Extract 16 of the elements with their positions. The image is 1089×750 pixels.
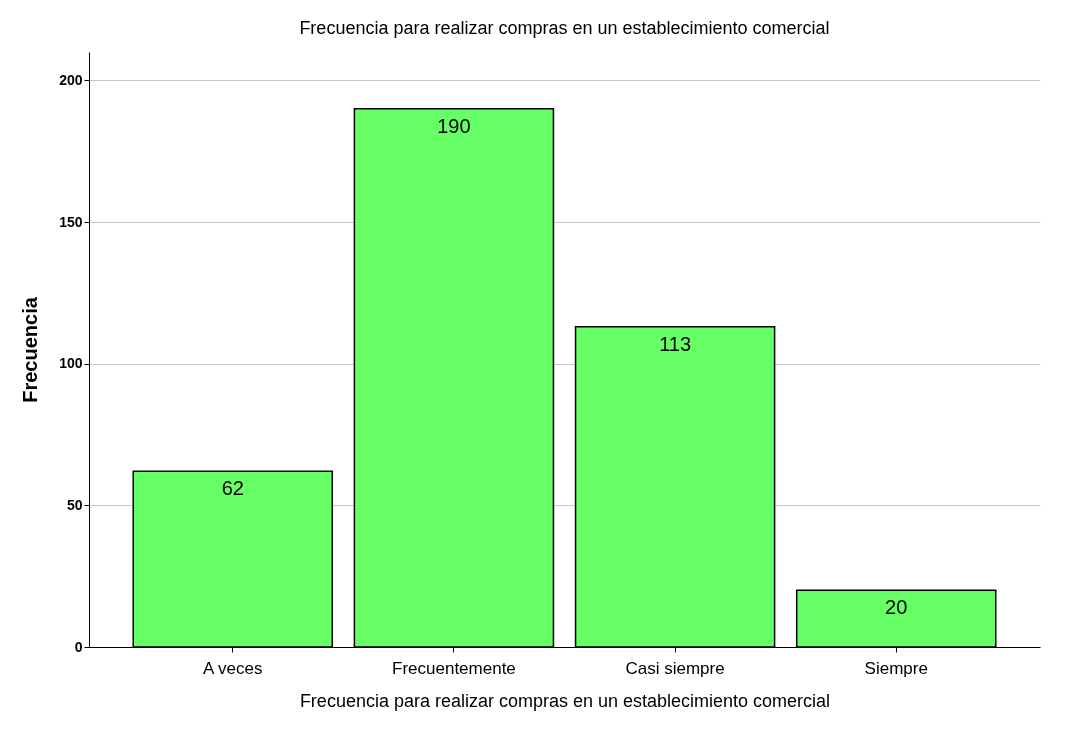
x-tick-label: A veces [202,658,263,678]
x-axis-title: Frecuencia para realizar compras en un establecimiento comercial [299,690,831,711]
y-tick-label: 0 [74,638,83,655]
data-label: 190 [437,114,471,137]
x-tick-label: Frecuentemente [392,658,516,678]
y-axis-title: Frecuencia [19,296,42,403]
data-label: 62 [221,477,244,500]
data-label: 20 [885,596,908,619]
y-tick-label: 100 [59,355,83,372]
y-tick-label: 50 [66,496,83,513]
y-tick-label: 200 [59,71,83,88]
x-tick-label: Casi siempre [625,658,725,678]
chart-title: Frecuencia para realizar compras en un establecimiento comercial [299,18,830,38]
data-label: 113 [659,332,692,355]
y-tick-label: 150 [59,213,83,230]
x-tick-label: Siempre [864,658,928,678]
